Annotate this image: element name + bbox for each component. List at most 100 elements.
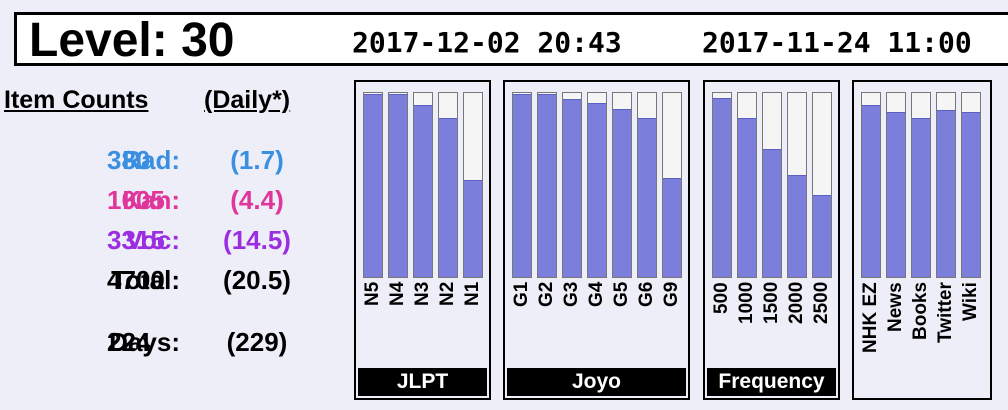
bar-label: N1	[462, 281, 483, 306]
bar-label: Twitter	[935, 282, 956, 343]
level-bar-fill	[887, 112, 905, 277]
bar-label: N4	[387, 281, 408, 306]
level-bar-fill	[439, 118, 457, 277]
level-bar-fill	[788, 175, 806, 277]
count-daily: (20.5)	[223, 265, 291, 295]
level-bar	[562, 92, 582, 278]
daily-heading: (Daily*)	[204, 86, 291, 114]
count-row-kan: Kan: 1005 (4.4)	[0, 185, 330, 219]
level-bar	[662, 92, 682, 278]
bar-label: NHK EZ	[860, 282, 881, 353]
level-bar	[762, 92, 782, 278]
level-bar	[961, 92, 981, 278]
count-row-total: Total: 4700 (20.5)	[0, 265, 330, 299]
level-display: Level: 30	[29, 12, 234, 70]
count-label: Kan:	[122, 185, 180, 215]
level-bar-fill	[364, 94, 382, 277]
bar-label: N2	[437, 281, 458, 306]
level-header: Level: 30 2017-12-02 20:43 2017-11-24 11…	[14, 12, 1008, 67]
level-bar-fill	[663, 178, 681, 277]
count-daily: (14.5)	[223, 225, 291, 255]
count-label: Days:	[109, 327, 180, 357]
bar-label: 2500	[811, 281, 832, 324]
level-value: 30	[181, 14, 235, 67]
date-primary: 2017-12-02 20:43	[352, 26, 622, 59]
level-bar	[537, 92, 557, 278]
level-bar	[787, 92, 807, 278]
count-value: 380	[107, 145, 151, 175]
level-bar	[886, 92, 906, 278]
count-label: Voc:	[125, 225, 180, 255]
level-bar	[812, 92, 832, 278]
level-bar-fill	[962, 112, 980, 277]
level-bar	[861, 92, 881, 278]
count-daily: (4.4)	[230, 185, 284, 215]
level-bar-fill	[513, 94, 531, 277]
level-bar	[438, 92, 458, 278]
bar-label: G6	[636, 281, 657, 307]
panel-frequency: Frequency 500 1000 1500 2000 2500	[703, 80, 840, 400]
bar-label: G4	[586, 281, 607, 307]
level-bar	[463, 92, 483, 278]
item-counts-heading: Item Counts	[4, 86, 149, 114]
level-bar-fill	[713, 98, 731, 277]
bar-label: 1500	[761, 281, 782, 324]
level-bar-fill	[613, 109, 631, 277]
count-value: 1005	[107, 185, 165, 215]
level-bar	[936, 92, 956, 278]
level-bar	[637, 92, 657, 278]
level-bar	[388, 92, 408, 278]
count-row-rad: Rad: 380 (1.7)	[0, 145, 330, 179]
panel-title: Frequency	[707, 368, 836, 396]
bar-label: G5	[611, 281, 632, 307]
level-bar-fill	[588, 103, 606, 277]
count-value: 4700	[107, 265, 165, 295]
level-bar	[512, 92, 532, 278]
level-bar-fill	[763, 149, 781, 277]
count-row-days: Days: 224 (229)	[0, 327, 330, 361]
level-bar-fill	[389, 94, 407, 277]
panel-joyo: Joyo G1 G2 G3 G4 G5 G6 G9	[503, 80, 690, 400]
level-bar-fill	[464, 180, 482, 277]
count-daily: (1.7)	[230, 145, 284, 175]
bar-label: 500	[711, 282, 732, 314]
bar-label: N5	[362, 281, 383, 306]
level-bar-fill	[813, 195, 831, 277]
level-bar-fill	[638, 118, 656, 277]
panel-jlpt: JLPT N5 N4 N3 N2 N1	[354, 80, 491, 400]
date-secondary: 2017-11-24 11:00	[702, 26, 972, 59]
bar-label: Wiki	[960, 282, 981, 321]
level-label: Level:	[29, 14, 168, 67]
panel-title: JLPT	[358, 368, 487, 396]
level-bar-fill	[414, 105, 432, 277]
level-bar-fill	[738, 118, 756, 277]
bar-label: G2	[536, 281, 557, 307]
level-bar-fill	[937, 110, 955, 277]
level-bar	[612, 92, 632, 278]
count-value: 3315	[107, 225, 165, 255]
panel-title: Joyo	[507, 368, 686, 396]
count-label: Rad:	[122, 145, 180, 175]
bar-label: 2000	[786, 281, 807, 324]
level-bar	[363, 92, 383, 278]
count-daily: (229)	[226, 327, 288, 357]
level-bar	[587, 92, 607, 278]
bar-label: 1000	[736, 281, 757, 324]
level-bar	[737, 92, 757, 278]
bar-label: Books	[910, 281, 931, 340]
level-bar-fill	[862, 105, 880, 277]
bar-label: N3	[412, 281, 433, 306]
count-value: 224	[107, 327, 151, 357]
level-bar-fill	[563, 99, 581, 277]
level-bar	[712, 92, 732, 278]
bar-label: G1	[511, 281, 532, 307]
bar-label: News	[885, 282, 906, 332]
count-row-voc: Voc: 3315 (14.5)	[0, 225, 330, 259]
count-label: Total:	[111, 265, 180, 295]
item-counts-panel: Item Counts (Daily*) Rad: 380 (1.7) Kan:…	[0, 80, 330, 400]
panel-sources: NHK EZ News Books Twitter Wiki	[852, 80, 992, 400]
level-bar-fill	[912, 118, 930, 277]
level-bar	[911, 92, 931, 278]
level-bar-fill	[538, 94, 556, 277]
level-bar	[413, 92, 433, 278]
